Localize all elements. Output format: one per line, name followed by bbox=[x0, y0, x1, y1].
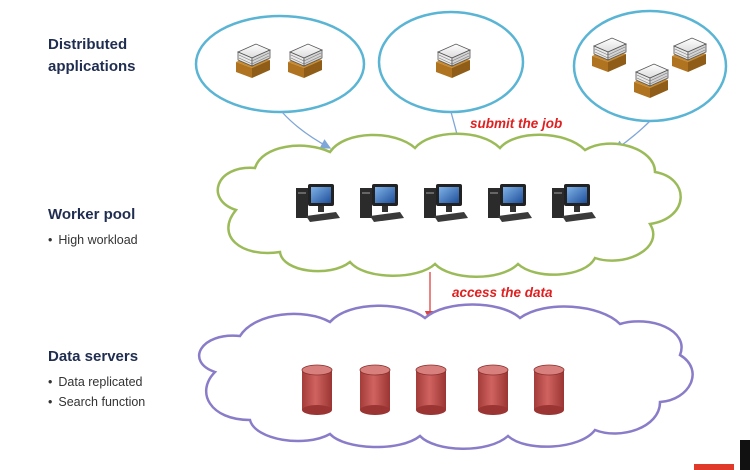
computer-workstation-icon bbox=[552, 184, 596, 222]
database-cylinder-icon bbox=[415, 364, 447, 415]
section-heading: Worker pool bbox=[48, 206, 136, 223]
section-heading: Distributed applications bbox=[48, 36, 136, 75]
worker-pool-label: Worker pool High workload bbox=[48, 204, 138, 250]
section-heading: Data servers bbox=[48, 348, 139, 365]
database-cylinder-icon bbox=[301, 364, 333, 415]
paper-stack-icon bbox=[672, 37, 707, 72]
submit-job-label: submit the job bbox=[470, 116, 563, 131]
bullet-item: Search function bbox=[48, 392, 145, 412]
database-cylinder-icon bbox=[477, 364, 509, 415]
computer-workstation-icon bbox=[296, 184, 340, 222]
bullet-item: High workload bbox=[48, 230, 137, 250]
paper-stack-icon bbox=[288, 43, 323, 78]
paper-stack-icon bbox=[634, 63, 669, 98]
bullet-list: High workload bbox=[48, 230, 137, 250]
computer-workstation-icon bbox=[360, 184, 404, 222]
paper-stack-icon bbox=[236, 43, 271, 78]
computer-workstation-icon bbox=[488, 184, 532, 222]
bullet-item: Data replicated bbox=[48, 372, 145, 392]
bullet-list: Data replicated Search function bbox=[48, 372, 145, 412]
application-ellipse-1 bbox=[194, 14, 366, 114]
distributed-applications-label: Distributed applications bbox=[48, 34, 136, 78]
database-cylinder-icon bbox=[359, 364, 391, 415]
paper-stack-icon bbox=[436, 43, 471, 78]
computer-workstation-icon bbox=[424, 184, 468, 222]
submit-arrow-1 bbox=[281, 111, 332, 149]
access-data-label: access the data bbox=[452, 285, 553, 300]
edge-mark-red bbox=[694, 464, 734, 470]
data-servers-label: Data servers Data replicated Search func… bbox=[48, 346, 145, 412]
edge-mark-dark bbox=[740, 440, 750, 470]
database-cylinder-icon bbox=[533, 364, 565, 415]
paper-stack-icon bbox=[592, 37, 627, 72]
